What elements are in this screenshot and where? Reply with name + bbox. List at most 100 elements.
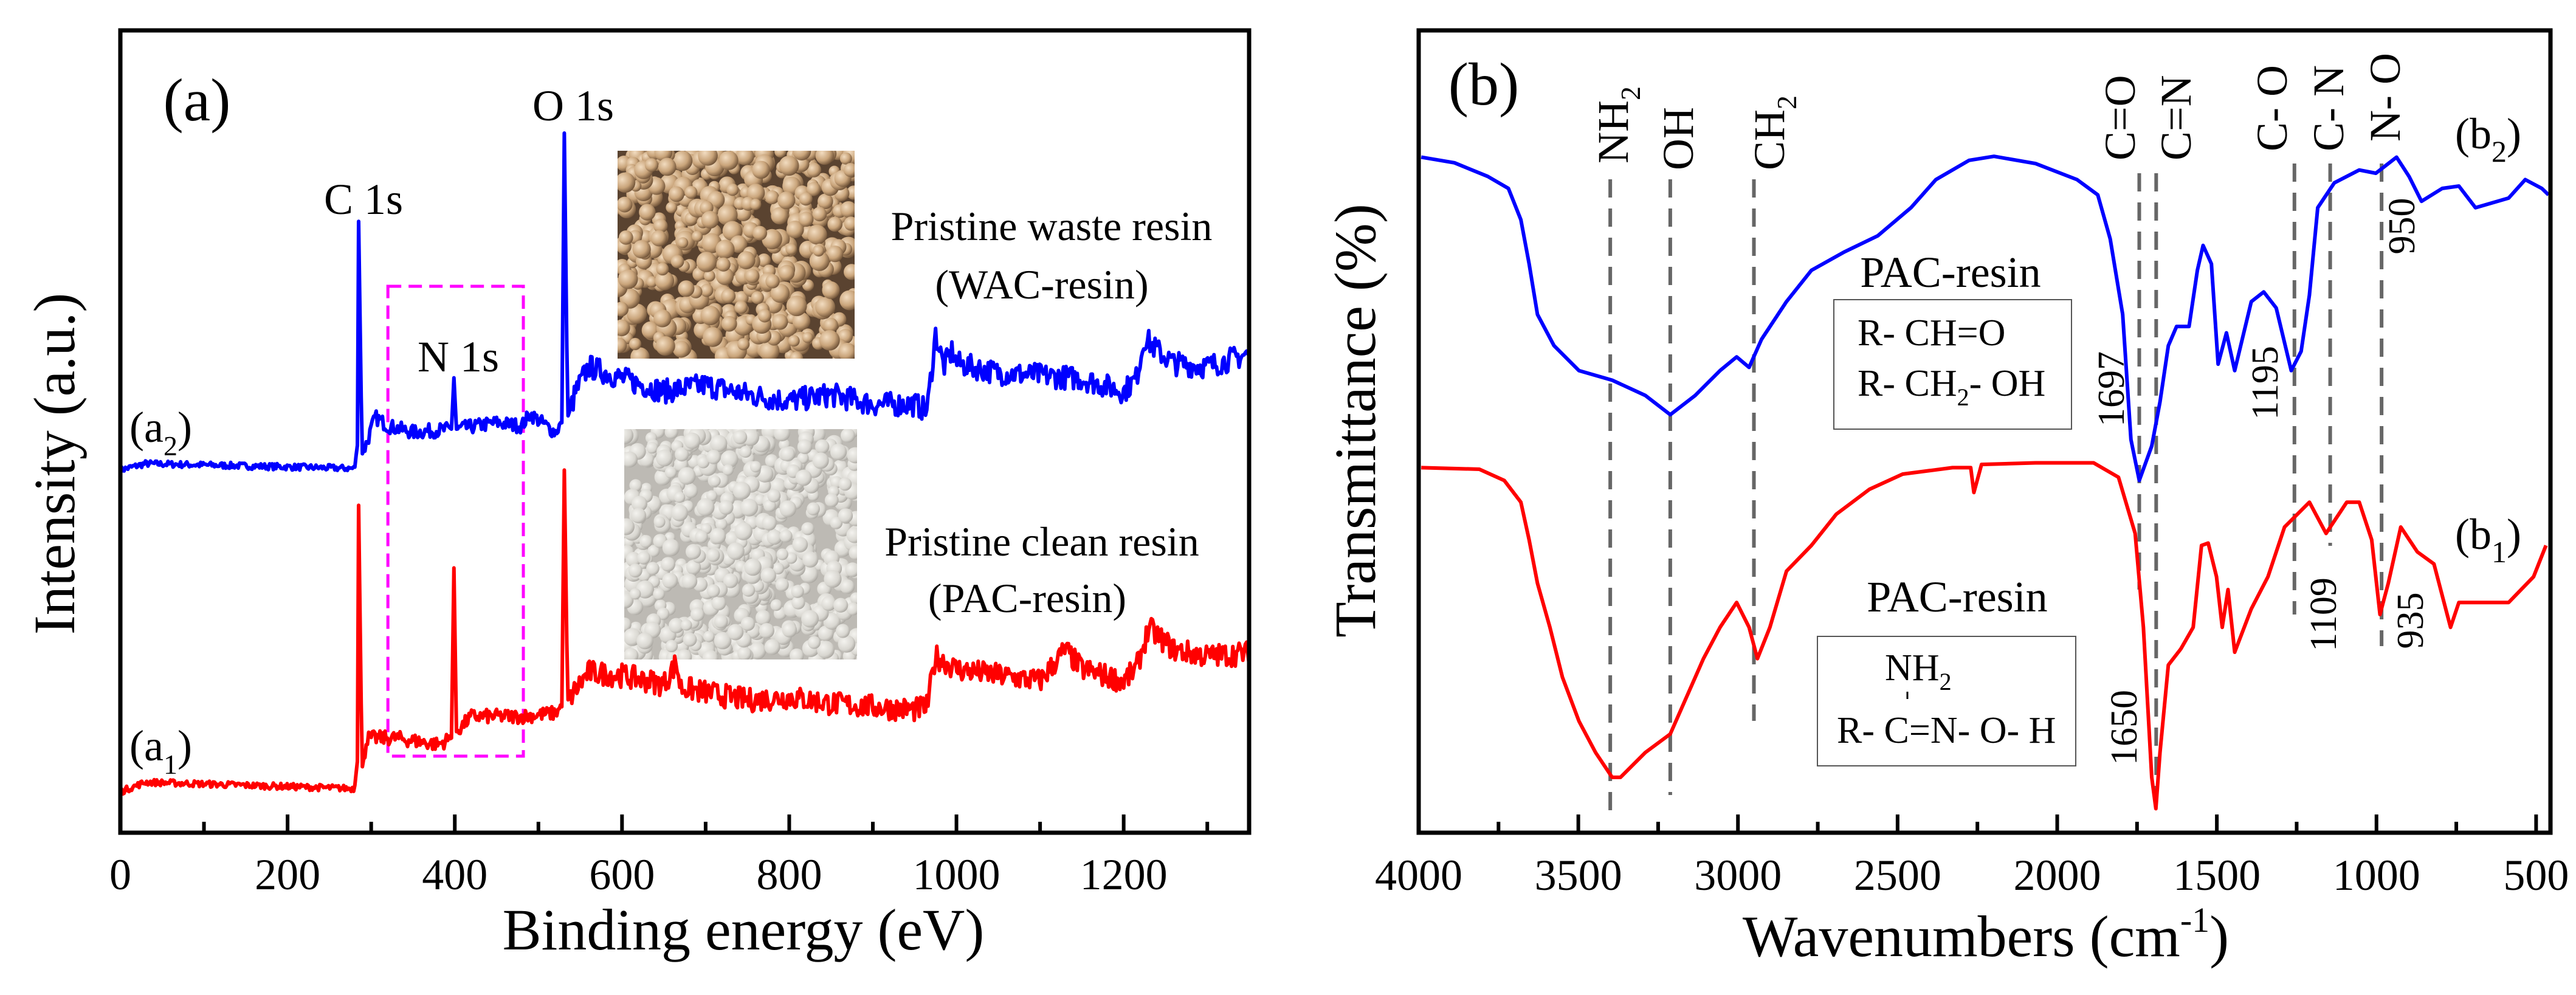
structure-line: R- C=N- O- H: [1837, 710, 2056, 751]
resin-bead: [637, 551, 651, 565]
resin-bead: [782, 622, 797, 638]
resin-bead: [646, 562, 659, 576]
x-tick-label-b: 2500: [1854, 851, 1941, 900]
y-axis-label-a: Intensity (a.u.): [22, 293, 87, 635]
resin-bead: [823, 317, 838, 333]
resin-bead: [839, 290, 855, 311]
resin-bead: [714, 615, 728, 628]
band-label-c-n-double: C=N: [2152, 75, 2200, 160]
resin-bead: [838, 635, 856, 653]
resin-bead: [656, 263, 669, 276]
resin-bead: [771, 207, 788, 225]
band-label-c-o-single: C- O: [2248, 65, 2296, 151]
resin-bead: [791, 585, 804, 598]
x-tick-label-a: 400: [422, 850, 487, 899]
resin-bead: [680, 619, 692, 631]
resin-bead: [838, 343, 855, 359]
peak-label-o1s: O 1s: [532, 81, 614, 130]
series-label-b1: (b1): [2455, 510, 2521, 569]
resin-bead: [650, 230, 667, 247]
resin-bead: [684, 484, 698, 498]
resin-bead: [767, 489, 781, 503]
resin-bead: [658, 157, 677, 176]
resin-bead: [721, 315, 737, 332]
resin-bead: [815, 297, 836, 317]
resin-bead: [779, 500, 797, 517]
resin-bead: [655, 271, 675, 291]
resin-bead: [790, 648, 804, 659]
structure-box-amidoxime: PAC-resin NH2 R- C=N- O- H: [1817, 573, 2076, 766]
resin-bead: [618, 319, 630, 337]
resin-bead: [744, 558, 762, 576]
resin-bead: [618, 230, 633, 245]
resin-bead: [629, 479, 642, 492]
resin-bead: [785, 552, 797, 564]
resin-bead: [718, 151, 739, 170]
resin-bead: [757, 309, 772, 323]
resin-bead: [706, 548, 720, 562]
resin-bead: [714, 632, 732, 650]
resin-bead: [630, 347, 650, 359]
peak-value-1109: 1109: [2303, 577, 2344, 652]
caption-wac-resin: (WAC-resin): [935, 261, 1148, 308]
resin-bead: [755, 610, 771, 625]
resin-bead: [665, 639, 678, 653]
resin-bead: [681, 573, 698, 590]
resin-bead: [814, 439, 830, 454]
resin-bead: [807, 224, 827, 245]
resin-bead: [739, 446, 752, 458]
peak-value-1650: 1650: [2104, 690, 2145, 765]
resin-bead: [700, 284, 714, 297]
x-tick-label-a: 1000: [913, 850, 1000, 899]
resin-bead: [789, 351, 804, 359]
resin-bead: [759, 622, 774, 639]
resin-bead: [840, 201, 855, 218]
resin-bead: [792, 151, 811, 160]
band-label-oh: OH: [1654, 107, 1703, 170]
band-label-ch2: CH2: [1745, 95, 1802, 170]
resin-bead: [742, 584, 756, 597]
resin-bead: [692, 230, 703, 242]
resin-bead: [777, 191, 796, 210]
resin-bead: [846, 527, 857, 543]
resin-bead: [845, 562, 857, 577]
structure-box-aldehyde: PAC-resin R- CH=O R- CH2- OH: [1833, 248, 2072, 430]
resin-bead: [807, 162, 822, 177]
resin-bead: [806, 182, 821, 196]
resin-bead: [655, 336, 675, 356]
series-label-a1: (a1): [129, 721, 192, 780]
resin-bead: [824, 493, 839, 508]
resin-bead: [706, 449, 721, 464]
resin-bead: [717, 204, 738, 226]
structure-line: R- CH2- OH: [1858, 363, 2045, 411]
resin-bead: [706, 490, 718, 501]
x-tick-label-a: 200: [255, 850, 320, 899]
resin-bead: [716, 257, 731, 272]
series-label-a2: (a2): [129, 403, 192, 461]
resin-bead: [618, 301, 629, 317]
resin-bead: [702, 650, 718, 659]
resin-bead: [772, 314, 788, 330]
structure-frame: [1833, 299, 2072, 430]
resin-bead: [695, 530, 708, 543]
resin-bead: [629, 588, 641, 600]
resin-bead: [624, 648, 639, 659]
resin-bead: [632, 240, 651, 259]
resin-bead: [718, 500, 734, 515]
resin-bead: [746, 184, 765, 202]
resin-bead: [709, 475, 721, 487]
resin-bead: [838, 477, 852, 491]
x-tick-label-b: 4000: [1375, 851, 1462, 900]
resin-bead: [774, 151, 787, 158]
resin-bead: [752, 226, 768, 241]
resin-bead: [809, 250, 830, 271]
series-line-a1: [120, 468, 1249, 796]
caption-pac-resin: (PAC-resin): [928, 575, 1126, 621]
x-tick-label-b: 1000: [2333, 851, 2420, 900]
resin-bead: [773, 429, 790, 442]
resin-bead: [629, 337, 642, 350]
resin-bead: [740, 498, 759, 517]
resin-bead: [721, 289, 736, 303]
peak-value-1697: 1697: [2091, 351, 2132, 427]
resin-bead: [664, 466, 677, 479]
